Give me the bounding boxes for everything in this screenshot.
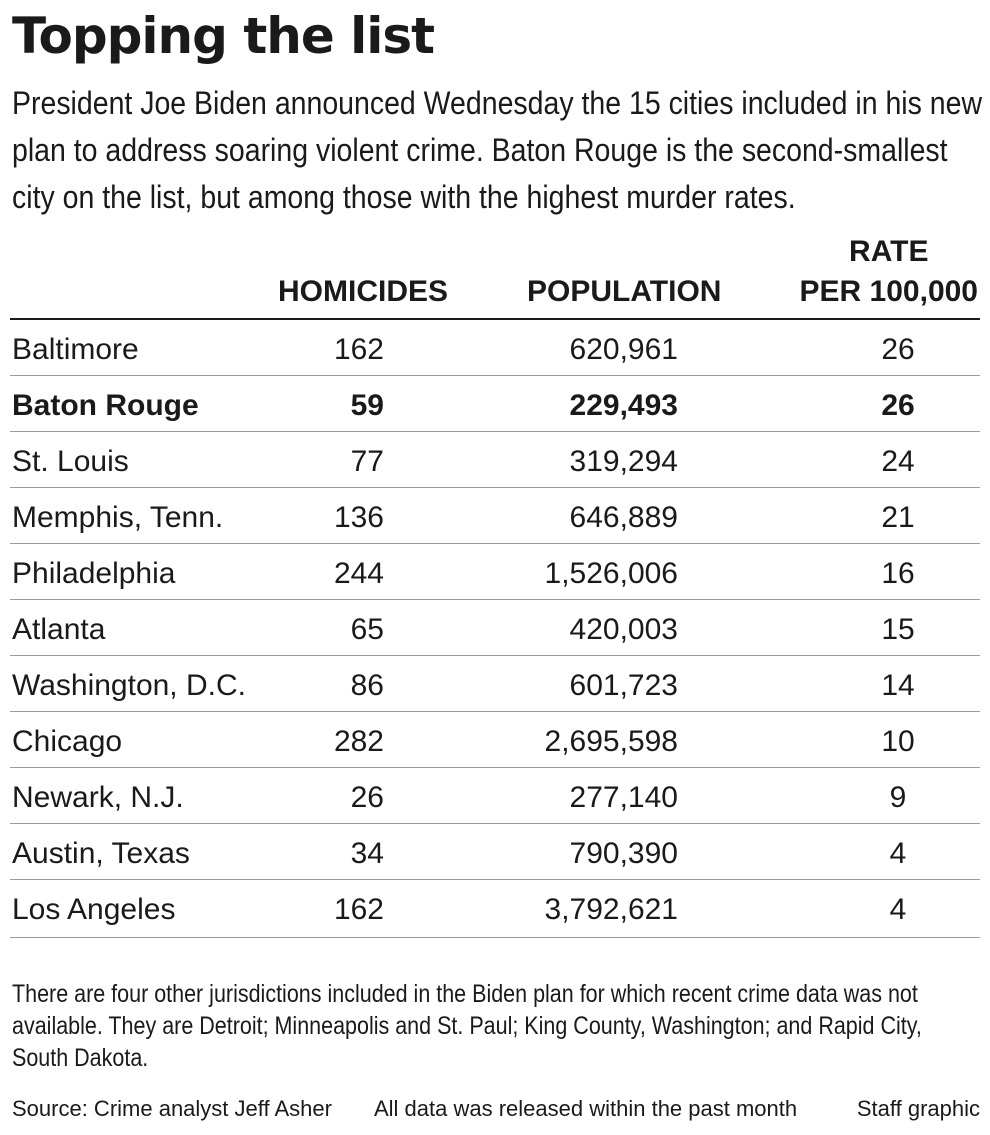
column-header-rate-line2: PER 100,000 — [799, 275, 978, 308]
rate-cell: 16 — [881, 557, 915, 590]
rate-cell: 10 — [881, 725, 915, 758]
homicides-cell: 86 — [350, 669, 384, 702]
header-rule — [10, 318, 980, 320]
population-cell: 229,493 — [569, 389, 678, 422]
rate-cell: 24 — [881, 445, 915, 478]
city-cell: Austin, Texas — [12, 837, 190, 870]
city-cell: Atlanta — [12, 613, 106, 646]
column-header-rate-line1: RATE — [849, 235, 929, 268]
page-title: Topping the list — [12, 7, 435, 65]
homicides-cell: 162 — [333, 333, 384, 366]
table-row: Austin, Texas 34 790,390 4 — [10, 824, 980, 880]
column-header-homicides: HOMICIDES — [278, 275, 449, 308]
homicides-cell: 34 — [350, 837, 384, 870]
table-row: Memphis, Tenn. 136 646,889 21 — [10, 488, 980, 544]
homicides-cell: 244 — [333, 557, 384, 590]
homicides-cell: 282 — [333, 725, 384, 758]
population-cell: 646,889 — [569, 501, 678, 534]
rate-cell: 15 — [881, 613, 915, 646]
city-cell: Philadelphia — [12, 557, 176, 590]
city-cell: Baton Rouge — [12, 389, 199, 422]
population-cell: 2,695,598 — [544, 725, 678, 758]
data-table: Baltimore 162 620,961 26 Baton Rouge 59 229,49… — [10, 320, 980, 938]
rate-cell: 4 — [889, 893, 907, 926]
table-row: Chicago 282 2,695,598 10 — [10, 712, 980, 768]
table-row: St. Louis 77 319,294 24 — [10, 432, 980, 488]
population-cell: 620,961 — [569, 333, 678, 366]
table-row: Newark, N.J. 26 277,140 9 — [10, 768, 980, 824]
population-cell: 601,723 — [569, 669, 678, 702]
data-note: All data was released within the past mo… — [374, 1096, 798, 1121]
column-header-rate: RATE PER 100,000 — [800, 232, 978, 312]
column-header-population: POPULATION — [527, 275, 722, 308]
intro-text: President Joe Biden announced Wednesday … — [12, 85, 983, 215]
population-cell: 790,390 — [569, 837, 678, 870]
table-row: Los Angeles 162 3,792,621 4 — [10, 880, 980, 938]
population-cell: 3,792,621 — [544, 893, 678, 926]
city-cell: Chicago — [12, 725, 123, 758]
homicides-cell: 26 — [350, 781, 384, 814]
rate-cell: 21 — [881, 501, 915, 534]
homicides-cell: 59 — [350, 389, 384, 422]
population-cell: 420,003 — [569, 613, 678, 646]
homicides-cell: 162 — [333, 893, 384, 926]
table-row: Washington, D.C. 86 601,723 14 — [10, 656, 980, 712]
homicides-cell: 65 — [350, 613, 384, 646]
rate-cell: 4 — [889, 837, 907, 870]
source-credit: Source: Crime analyst Jeff Asher — [12, 1096, 332, 1121]
city-cell: Washington, D.C. — [12, 669, 246, 702]
rate-cell: 26 — [881, 389, 915, 422]
homicides-cell: 77 — [350, 445, 384, 478]
city-cell: St. Louis — [12, 445, 129, 478]
rate-cell: 9 — [889, 781, 907, 814]
population-cell: 319,294 — [569, 445, 678, 478]
rate-cell: 14 — [881, 669, 915, 702]
city-cell: Los Angeles — [12, 893, 176, 926]
city-cell: Baltimore — [12, 333, 139, 366]
city-cell: Memphis, Tenn. — [12, 501, 224, 534]
table-row: Atlanta 65 420,003 15 — [10, 600, 980, 656]
table-row: Baton Rouge 59 229,493 26 — [10, 376, 980, 432]
staff-credit: Staff graphic — [856, 1096, 980, 1121]
footnote: There are four other jurisdictions inclu… — [12, 980, 922, 1072]
population-cell: 277,140 — [569, 781, 678, 814]
table-row: Philadelphia 244 1,526,006 16 — [10, 544, 980, 600]
homicides-cell: 136 — [333, 501, 384, 534]
city-cell: Newark, N.J. — [12, 781, 184, 814]
rate-cell: 26 — [881, 333, 915, 366]
table-row: Baltimore 162 620,961 26 — [10, 320, 980, 376]
population-cell: 1,526,006 — [544, 557, 678, 590]
credits-line: Source: Crime analyst Jeff Asher All dat… — [12, 1094, 980, 1124]
